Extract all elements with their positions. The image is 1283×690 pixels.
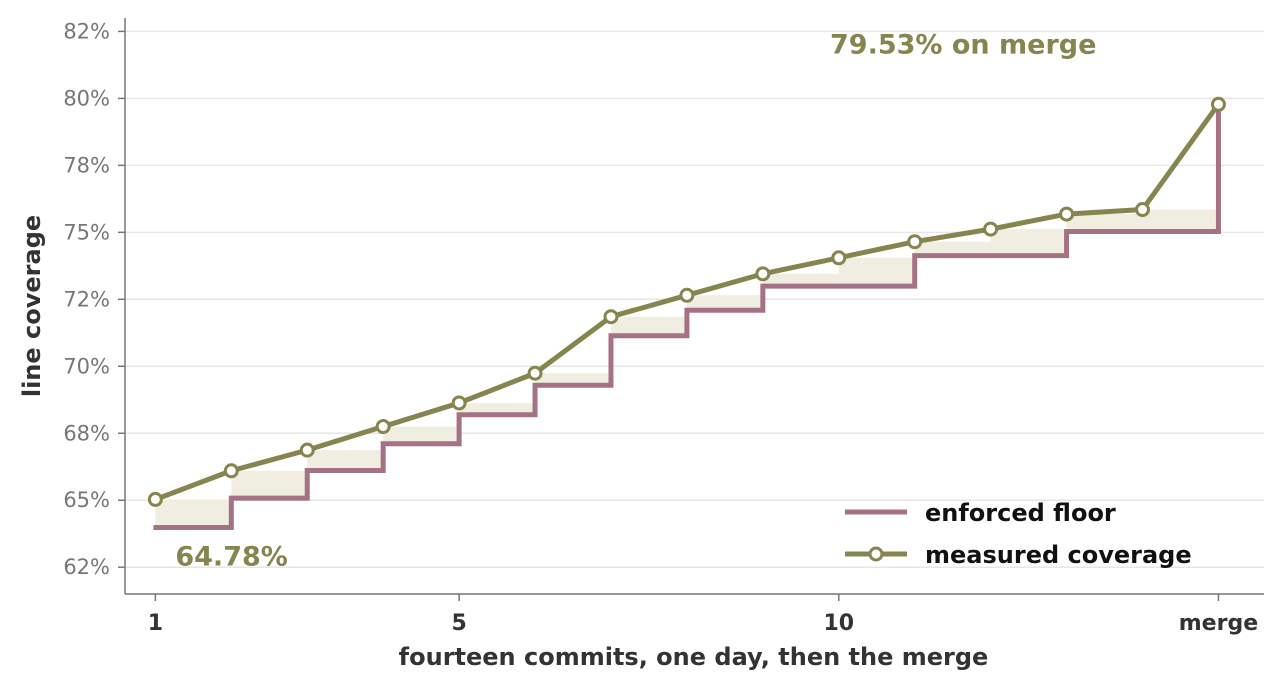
- measured-point-10: [831, 250, 847, 266]
- measured-point-13: [1059, 206, 1075, 222]
- gap-fill-10: [914, 241, 991, 256]
- y-tick-label-8: 82%: [63, 19, 110, 43]
- measured-point-12: [983, 221, 999, 237]
- gap-fill-7: [686, 295, 763, 311]
- y-tick-label-5: 75%: [63, 220, 110, 244]
- y-tick-label-1: 65%: [63, 488, 110, 512]
- gap-fill-8: [762, 273, 839, 287]
- gap-fill-2: [307, 450, 384, 471]
- gap-fill-0: [155, 499, 232, 528]
- x-tick-labels: 1 5 10 merge: [148, 611, 1258, 636]
- measured-point-15: [1210, 96, 1226, 112]
- measured-point-4: [375, 419, 391, 435]
- measured-point-3: [299, 442, 315, 458]
- measured-point-6: [527, 365, 543, 381]
- legend-label-measured-coverage: measured coverage: [925, 541, 1192, 569]
- gap-fill-3: [383, 426, 460, 444]
- measured-point-2: [223, 463, 239, 479]
- y-tick-labels: 62% 65% 68% 70% 72% 75% 78% 80% 82%: [63, 19, 110, 579]
- y-tick-label-3: 70%: [63, 354, 110, 378]
- gap-fill-6: [610, 316, 687, 336]
- annotations: 64.78% 79.53% on merge: [175, 29, 1096, 572]
- measured-point-1: [147, 491, 163, 507]
- y-tick-label-4: 72%: [63, 287, 110, 311]
- measured-point-11: [907, 234, 923, 250]
- gap-fill-5: [535, 373, 611, 386]
- x-tick-label-2: 10: [823, 611, 854, 636]
- gap-fill-9: [838, 257, 915, 287]
- y-axis-label: line coverage: [18, 215, 46, 397]
- annotation-start-value: 64.78%: [175, 541, 287, 572]
- measured-point-5: [451, 395, 467, 411]
- x-tick-label-3: merge: [1179, 611, 1258, 636]
- legend: enforced floor measured coverage: [845, 499, 1192, 569]
- annotation-merge-value: 79.53% on merge: [830, 29, 1096, 60]
- enforced-floor-series: [153, 104, 1221, 531]
- gap-fill-1: [231, 470, 308, 499]
- gap-fill-bands: [155, 209, 1219, 528]
- measured-point-7: [603, 309, 619, 325]
- x-axis-label: fourteen commits, one day, then the merg…: [399, 643, 989, 671]
- y-tick-label-2: 68%: [63, 421, 110, 445]
- y-tick-label-7: 80%: [63, 86, 110, 110]
- measured-point-8: [679, 287, 695, 303]
- gap-fill-11: [990, 229, 1067, 256]
- y-tick-label-0: 62%: [63, 555, 110, 579]
- axes: [118, 18, 1264, 601]
- y-tick-label-6: 78%: [63, 153, 110, 177]
- measured-coverage-series: [147, 96, 1226, 507]
- x-tick-label-0: 1: [148, 611, 163, 636]
- enforced-floor-line: [153, 104, 1221, 531]
- measured-point-14: [1135, 202, 1151, 218]
- legend-label-enforced-floor: enforced floor: [925, 499, 1116, 527]
- gap-fill-13: [1142, 209, 1219, 232]
- legend-marker-measured-coverage: [868, 546, 884, 562]
- gap-fill-4: [459, 402, 536, 415]
- x-tick-label-1: 5: [451, 611, 466, 636]
- gap-fill-12: [1066, 214, 1143, 232]
- measured-point-9: [755, 266, 771, 282]
